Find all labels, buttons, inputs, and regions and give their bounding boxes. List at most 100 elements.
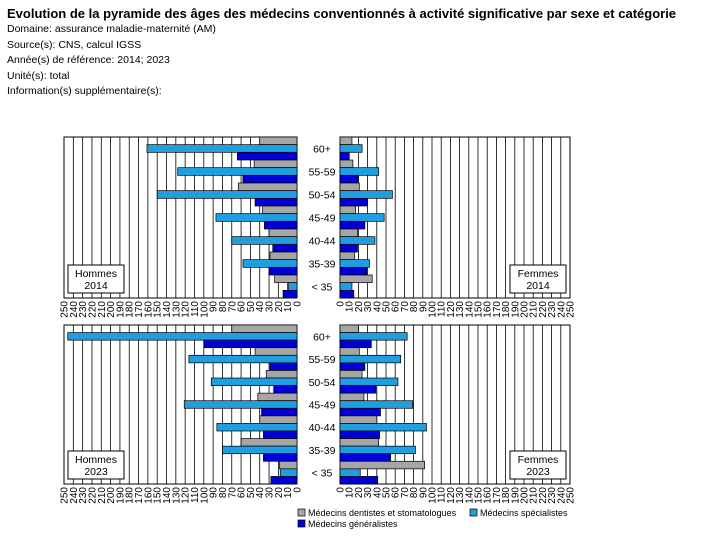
bar-generalistes xyxy=(261,407,298,417)
bar-generalistes xyxy=(339,362,366,371)
meta-unit: Unité(s): total xyxy=(7,69,70,82)
age-category-label: 35-39 xyxy=(309,259,336,271)
panel-label-box xyxy=(67,264,125,294)
bar-dentistes xyxy=(339,159,354,169)
panel-label-box xyxy=(509,264,567,294)
bar-generalistes xyxy=(237,151,298,161)
bar-specialistes xyxy=(279,468,298,477)
tick-label: 240 xyxy=(556,301,567,318)
bar-specialistes xyxy=(156,190,298,199)
tick-label: 100 xyxy=(199,301,210,318)
tick-label: 250 xyxy=(60,301,71,318)
tick-label: 0 xyxy=(336,487,347,493)
bar-specialistes xyxy=(339,400,414,409)
tick-label: 180 xyxy=(501,487,512,504)
tick-label: 180 xyxy=(501,301,512,318)
bar-generalistes xyxy=(339,453,391,462)
tick-label: 20 xyxy=(354,487,365,499)
tick-label: 140 xyxy=(162,301,173,318)
tick-label: 170 xyxy=(492,487,503,504)
tick-label: 60 xyxy=(237,301,248,313)
tick-label: 150 xyxy=(153,487,164,504)
tick-label: 90 xyxy=(209,487,220,499)
bar-dentistes xyxy=(339,347,360,356)
tick-label: 200 xyxy=(106,487,117,504)
tick-label: 50 xyxy=(382,301,393,313)
bar-specialistes xyxy=(215,213,298,222)
tick-label: 140 xyxy=(464,487,475,504)
tick-label: 170 xyxy=(492,301,503,318)
chart-header: Evolution de la pyramide des âges des mé… xyxy=(7,6,697,100)
bar-dentistes xyxy=(262,205,298,215)
bar-generalistes xyxy=(268,266,298,276)
tick-label: 240 xyxy=(69,487,80,504)
panel-year-label: 2023 xyxy=(84,466,108,478)
tick-label: 210 xyxy=(529,487,540,504)
legend-label-dentistes: Médecins dentistes et stomatologues xyxy=(308,508,457,518)
bar-dentistes xyxy=(339,324,359,333)
bar-generalistes xyxy=(339,385,377,394)
bar-specialistes xyxy=(210,377,298,386)
tick-label: 10 xyxy=(283,301,294,313)
bar-specialistes xyxy=(339,377,399,386)
tick-label: 130 xyxy=(171,487,182,504)
tick-label: 30 xyxy=(265,487,276,499)
tick-label: 240 xyxy=(556,487,567,504)
tick-label: 150 xyxy=(153,301,164,318)
tick-label: 230 xyxy=(547,301,558,318)
tick-label: 190 xyxy=(510,301,521,318)
legend-label-specialistes: Médecins spécialistes xyxy=(480,508,568,518)
bar-generalistes xyxy=(254,197,298,207)
panel-sex-label: Femmes xyxy=(518,454,559,466)
age-category-label: 40-44 xyxy=(309,422,336,434)
bar-generalistes xyxy=(272,243,298,253)
bar-dentistes xyxy=(231,324,298,333)
legend-swatch-dentistes xyxy=(297,508,306,517)
tick-label: 60 xyxy=(391,487,402,499)
tick-label: 180 xyxy=(125,301,136,318)
panel-year-label: 2014 xyxy=(526,280,550,292)
bar-dentistes xyxy=(339,370,363,379)
bar-dentistes xyxy=(259,136,298,146)
tick-label: 150 xyxy=(474,301,485,318)
bar-dentistes xyxy=(253,159,298,169)
legend-swatch-generalistes xyxy=(297,519,306,528)
tick-label: 230 xyxy=(78,487,89,504)
tick-label: 190 xyxy=(510,487,521,504)
panel-year-label: 2014 xyxy=(84,280,108,292)
tick-label: 10 xyxy=(283,487,294,499)
bar-dentistes xyxy=(339,182,360,192)
tick-label: 110 xyxy=(190,301,201,317)
bar-dentistes xyxy=(339,415,378,424)
bar-dentistes xyxy=(268,228,298,238)
bar-generalistes xyxy=(339,407,381,417)
tick-label: 90 xyxy=(418,301,429,313)
tick-label: 170 xyxy=(134,487,145,504)
age-category-label: 55-59 xyxy=(309,354,336,366)
bar-generalistes xyxy=(270,476,298,485)
tick-label: 30 xyxy=(363,487,374,499)
meta-years: Année(s) de référence: 2014; 2023 xyxy=(7,54,170,66)
bar-generalistes xyxy=(339,339,372,349)
legend-label-generalistes: Médecins généralistes xyxy=(308,519,398,529)
bar-generalistes xyxy=(339,430,380,439)
age-category-label: 40-44 xyxy=(309,236,336,248)
tick-label: 180 xyxy=(125,487,136,504)
bar-dentistes xyxy=(269,251,298,261)
meta-domain: Domaine: assurance maladie-maternité (AM… xyxy=(7,23,216,35)
tick-label: 40 xyxy=(255,301,266,313)
tick-label: 110 xyxy=(437,487,448,503)
bar-dentistes xyxy=(257,392,298,402)
panel-year-label: 2023 xyxy=(526,466,550,478)
tick-label: 140 xyxy=(162,487,173,504)
age-category-label: 50-54 xyxy=(309,377,336,389)
tick-label: 170 xyxy=(134,301,145,318)
tick-label: 200 xyxy=(106,301,117,318)
tick-label: 220 xyxy=(538,487,549,504)
bar-specialistes xyxy=(339,259,370,268)
bar-generalistes xyxy=(339,289,355,299)
tick-label: 70 xyxy=(400,487,411,499)
bar-specialistes xyxy=(339,332,408,341)
tick-label: 230 xyxy=(78,301,89,318)
